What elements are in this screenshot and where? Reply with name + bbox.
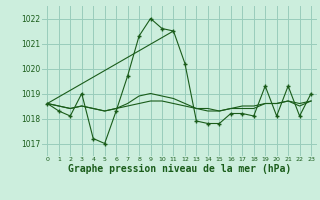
X-axis label: Graphe pression niveau de la mer (hPa): Graphe pression niveau de la mer (hPa)	[68, 164, 291, 174]
